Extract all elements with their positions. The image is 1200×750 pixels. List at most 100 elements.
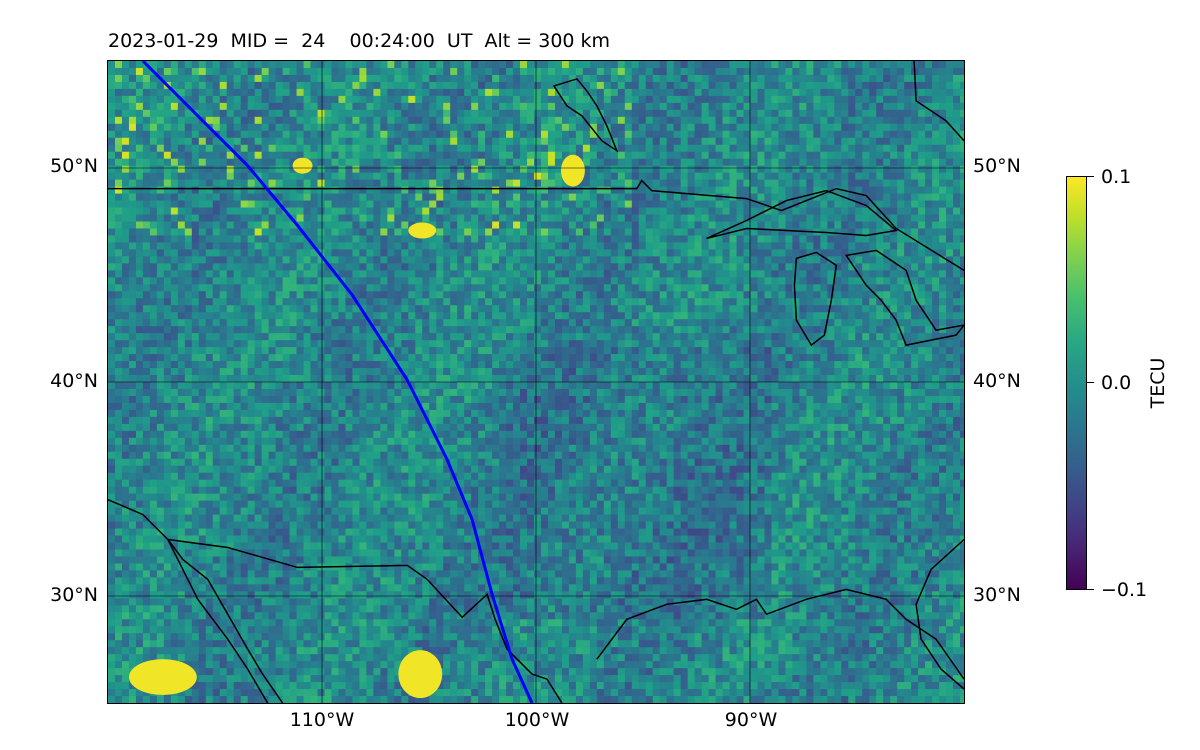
tec-cell <box>303 179 312 188</box>
tec-cell <box>568 249 577 257</box>
tec-cell <box>331 228 339 236</box>
tec-cell <box>736 81 745 90</box>
tec-cell <box>799 102 807 111</box>
tec-cell <box>729 333 738 341</box>
tec-cell <box>268 186 277 195</box>
tec-cell <box>527 228 535 236</box>
tec-cell <box>275 312 284 320</box>
tec-cell <box>750 74 758 83</box>
tec-cell <box>904 207 912 216</box>
tec-cell <box>247 291 256 299</box>
tec-cell <box>338 74 346 83</box>
tec-cell <box>575 291 584 299</box>
tec-cell <box>806 186 814 195</box>
tec-cell <box>289 172 298 181</box>
tec-cell <box>939 291 947 299</box>
tec-cell <box>380 116 388 125</box>
tec-cell <box>352 158 360 167</box>
tec-cell <box>142 67 151 76</box>
tec-cell <box>540 172 549 181</box>
tec-cell <box>589 61 598 69</box>
tec-cell <box>568 305 577 313</box>
tec-cell <box>547 137 556 146</box>
tec-cell <box>876 221 884 229</box>
tec-cell <box>911 144 919 153</box>
tec-cell <box>687 221 696 229</box>
tec-cell <box>219 200 228 209</box>
tec-cell <box>778 235 786 243</box>
tec-cell <box>694 256 703 264</box>
tec-cell <box>946 235 954 243</box>
tec-cell <box>540 284 549 292</box>
tec-cell <box>687 88 696 97</box>
tec-cell <box>918 67 926 76</box>
tec-cell <box>513 137 521 146</box>
tec-cell <box>848 312 856 320</box>
tec-cell <box>331 249 339 257</box>
tec-cell <box>757 214 765 222</box>
tec-cell <box>722 228 731 236</box>
tec-cell <box>226 256 235 264</box>
tec-cell <box>226 214 235 222</box>
tec-cell <box>114 67 123 76</box>
tec-cell <box>750 165 758 174</box>
tec-cell <box>317 235 325 243</box>
tec-cell <box>729 144 738 153</box>
tec-cell <box>310 277 319 285</box>
tec-cell <box>114 333 123 341</box>
tec-cell <box>415 256 423 264</box>
tec-cell <box>408 235 416 243</box>
tec-cell <box>422 151 430 160</box>
tec-cell <box>149 242 158 250</box>
tec-cell <box>436 270 444 278</box>
tec-cell <box>827 95 835 104</box>
tec-cell <box>652 312 661 320</box>
tec-cell <box>841 207 849 216</box>
tec-cell <box>722 81 731 90</box>
tec-cell <box>394 74 402 83</box>
tec-cell <box>659 270 668 278</box>
tec-cell <box>617 200 626 209</box>
tec-cell <box>149 256 158 264</box>
tec-cell <box>450 298 458 306</box>
tec-cell <box>317 326 325 334</box>
tec-cell <box>303 284 312 292</box>
tec-cell <box>156 102 165 111</box>
tec-cell <box>680 165 689 174</box>
tec-cell <box>596 214 605 222</box>
tec-cell <box>205 74 214 83</box>
tec-cell <box>359 333 367 341</box>
tec-cell <box>408 137 416 146</box>
tec-cell <box>359 116 367 125</box>
tec-cell <box>638 95 647 104</box>
tec-cell <box>499 298 507 306</box>
tec-cell <box>834 256 842 264</box>
tec-cell <box>554 249 563 257</box>
tec-cell <box>589 277 598 285</box>
tec-cell <box>422 165 430 174</box>
tec-cell <box>652 326 661 334</box>
tec-cell <box>645 284 654 292</box>
tec-cell <box>540 298 549 306</box>
tec-cell <box>743 74 751 83</box>
tec-cell <box>883 61 891 69</box>
tec-cell <box>911 109 919 118</box>
tec-cell <box>114 263 123 271</box>
tec-cell <box>589 207 598 216</box>
tec-cell <box>792 179 800 188</box>
tec-cell <box>450 305 458 313</box>
tec-cell <box>939 305 947 313</box>
tec-cell <box>603 263 612 271</box>
tec-cell <box>156 312 165 320</box>
tec-cell <box>715 81 724 90</box>
tec-cell <box>352 228 360 236</box>
tec-cell <box>345 228 353 236</box>
tec-cell <box>547 116 556 125</box>
tec-cell <box>261 340 270 348</box>
tec-cell <box>582 284 591 292</box>
tec-cell <box>108 123 116 132</box>
tec-cell <box>261 312 270 320</box>
tec-cell <box>254 116 263 125</box>
tec-cell <box>890 249 898 257</box>
tec-cell <box>506 123 514 132</box>
